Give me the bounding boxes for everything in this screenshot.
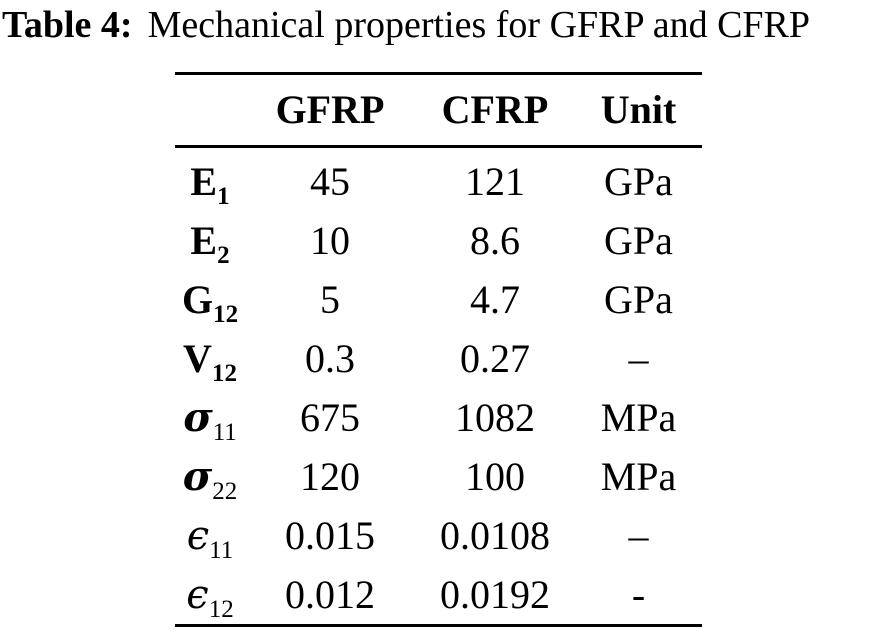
header-unit: Unit xyxy=(575,73,702,148)
property-symbol: ϵ xyxy=(186,512,210,559)
unit-value: GPa xyxy=(604,217,673,263)
property-label-epsilon11: ϵ11 xyxy=(175,506,245,565)
property-subscript: 2 xyxy=(217,241,230,269)
header-gfrp: GFRP xyxy=(245,73,415,148)
property-subscript: 11 xyxy=(209,536,234,564)
property-subscript: 22 xyxy=(212,477,238,505)
table-row-epsilon11: ϵ11 0.015 0.0108 – xyxy=(175,506,702,565)
table-row-v12: V12 0.3 0.27 – xyxy=(175,329,702,388)
unit-value: GPa xyxy=(604,276,673,322)
cfrp-value: 121 xyxy=(465,158,525,204)
property-symbol: V xyxy=(183,335,212,381)
property-symbol: E xyxy=(190,217,218,263)
table-caption-text: Mechanical properties for GFRP and CFRP xyxy=(147,4,811,46)
table-row-e1: E1 45 121 GPa xyxy=(175,147,702,212)
cfrp-value: 4.7 xyxy=(470,276,520,322)
unit-value: MPa xyxy=(600,394,677,440)
table-row-epsilon12: ϵ12 0.012 0.0192 - xyxy=(175,565,702,626)
mechanical-properties-table: GFRP CFRP Unit E1 45 121 GPa E2 10 8.6 G… xyxy=(175,72,702,627)
gfrp-value: 675 xyxy=(300,394,360,440)
table-caption: Table 4: Mechanical properties for GFRP a… xyxy=(2,2,875,48)
property-subscript: 1 xyxy=(217,182,230,210)
property-subscript: 11 xyxy=(212,418,237,446)
table-row-sigma11: σ11 675 1082 MPa xyxy=(175,388,702,447)
table-row-sigma22: σ22 120 100 MPa xyxy=(175,447,702,506)
unit-value: - xyxy=(631,571,646,617)
unit-value: – xyxy=(628,335,649,381)
property-symbol: E xyxy=(190,158,218,204)
unit-value: MPa xyxy=(600,453,677,499)
unit-value: – xyxy=(628,512,649,558)
property-subscript: 12 xyxy=(211,359,237,387)
table-row-g12: G12 5 4.7 GPa xyxy=(175,270,702,329)
gfrp-value: 0.3 xyxy=(305,335,355,381)
gfrp-value: 45 xyxy=(310,158,350,204)
table-header-row: GFRP CFRP Unit xyxy=(175,73,702,148)
property-symbol: ϵ xyxy=(186,571,209,618)
property-subscript: 12 xyxy=(213,300,239,328)
property-label-e1: E1 xyxy=(175,147,245,212)
cfrp-value: 100 xyxy=(465,453,525,499)
gfrp-value: 5 xyxy=(320,276,340,322)
cfrp-value: 0.0108 xyxy=(440,512,550,558)
property-label-epsilon12: ϵ12 xyxy=(175,565,245,626)
gfrp-value: 120 xyxy=(300,453,360,499)
cfrp-value: 0.27 xyxy=(460,335,530,381)
property-symbol: σ xyxy=(182,452,213,500)
table-row-e2: E2 10 8.6 GPa xyxy=(175,211,702,270)
property-label-e2: E2 xyxy=(175,211,245,270)
gfrp-value: 10 xyxy=(310,217,350,263)
property-label-sigma22: σ22 xyxy=(175,447,245,506)
cfrp-value: 0.0192 xyxy=(440,571,550,617)
property-symbol: σ xyxy=(183,393,213,441)
header-cfrp: CFRP xyxy=(415,73,575,148)
cfrp-value: 1082 xyxy=(455,394,535,440)
header-empty-cell xyxy=(175,73,245,148)
gfrp-value: 0.012 xyxy=(285,571,375,617)
property-label-g12: G12 xyxy=(175,270,245,329)
property-label-sigma11: σ11 xyxy=(175,388,245,447)
property-subscript: 12 xyxy=(208,595,234,623)
property-label-v12: V12 xyxy=(175,329,245,388)
unit-value: GPa xyxy=(604,158,673,204)
property-symbol: G xyxy=(181,276,214,322)
gfrp-value: 0.015 xyxy=(285,512,375,558)
cfrp-value: 8.6 xyxy=(470,217,520,263)
table-caption-label: Table 4: xyxy=(2,4,133,46)
